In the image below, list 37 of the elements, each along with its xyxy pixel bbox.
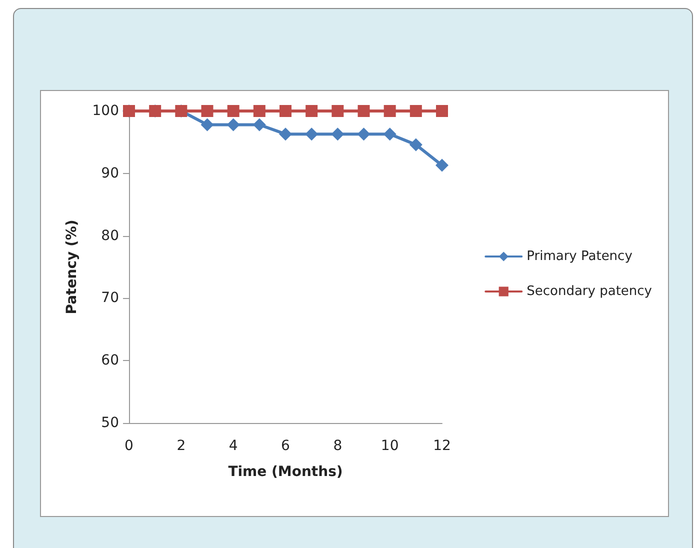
x-tick-label: 8	[333, 438, 342, 454]
y-tick-label: 70	[101, 290, 119, 306]
point	[227, 105, 240, 117]
point	[252, 118, 266, 132]
point	[200, 118, 214, 132]
point	[409, 138, 422, 152]
point	[436, 158, 448, 172]
point	[436, 105, 448, 117]
x-tick-label: 12	[433, 438, 451, 454]
legend-label: Primary Patency	[526, 249, 633, 264]
x-tick-label: 2	[176, 438, 186, 454]
point	[331, 128, 344, 141]
x-axis-title: Time (Months)	[228, 464, 343, 480]
point	[306, 105, 318, 117]
point	[226, 118, 240, 132]
point	[253, 105, 266, 117]
x-tick-label: 10	[380, 438, 399, 454]
y-axis-title: Patency (%)	[64, 220, 80, 314]
point	[384, 105, 396, 117]
point	[280, 105, 292, 117]
point	[305, 128, 318, 141]
y-tick-label: 90	[101, 165, 119, 182]
x-tick-label: 6	[281, 438, 290, 454]
x-tick-label: 0	[124, 438, 134, 454]
y-tick-label: 100	[92, 103, 119, 119]
point	[201, 105, 214, 117]
point	[332, 105, 344, 117]
point	[410, 105, 422, 117]
y-tick-label: 50	[101, 415, 119, 431]
y-tick-label: 80	[101, 228, 119, 244]
x-tick-label: 4	[228, 438, 238, 454]
point	[279, 128, 292, 141]
point	[358, 105, 370, 117]
point	[383, 128, 396, 141]
point	[357, 128, 370, 141]
legend-label: Secondary patency	[526, 284, 652, 299]
y-tick-label: 60	[101, 352, 119, 369]
